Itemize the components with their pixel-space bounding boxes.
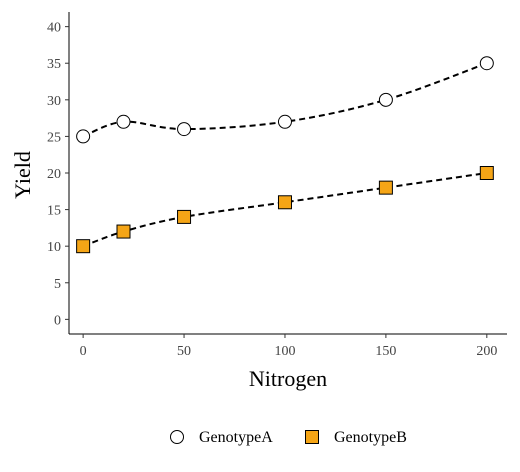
genotypea-point bbox=[76, 129, 91, 144]
genotypea-point bbox=[177, 122, 192, 137]
x-tick-label: 0 bbox=[80, 344, 87, 359]
genotypeb-point bbox=[479, 166, 494, 180]
y-tick-label: 15 bbox=[47, 204, 61, 219]
legend-genotypeb-symbol bbox=[305, 430, 319, 444]
genotypeb-point bbox=[177, 209, 192, 224]
genotypea-point bbox=[116, 114, 131, 129]
legend-genotypeb-label: GenotypeB bbox=[334, 429, 407, 446]
y-tick-label: 25 bbox=[47, 130, 61, 145]
legend-genotypea-symbol bbox=[170, 430, 184, 444]
x-tick-label: 50 bbox=[177, 344, 191, 359]
axes: 0 5 10 15 20 25 30 35 40 0 50 100 150 200 bbox=[47, 12, 507, 359]
x-tick-label: 100 bbox=[274, 344, 295, 359]
plot-area bbox=[76, 56, 494, 254]
genotypeb-point bbox=[277, 195, 292, 210]
genotypea-point bbox=[277, 114, 292, 129]
y-tick-label: 40 bbox=[47, 21, 61, 36]
y-tick-label: 10 bbox=[47, 240, 61, 255]
legend: GenotypeA GenotypeB bbox=[170, 429, 407, 446]
y-tick-label: 5 bbox=[54, 277, 61, 292]
genotypeb-line bbox=[82, 172, 487, 248]
genotypea-point bbox=[479, 56, 494, 71]
genotypeb-point bbox=[116, 224, 131, 239]
y-tick-label: 35 bbox=[47, 57, 61, 72]
y-tick-label: 0 bbox=[54, 313, 61, 328]
genotypeb-point bbox=[76, 239, 91, 254]
genotypea-point bbox=[378, 92, 393, 107]
legend-genotypea-label: GenotypeA bbox=[199, 429, 273, 446]
y-tick-label: 20 bbox=[47, 167, 61, 182]
x-axis-title: Nitrogen bbox=[249, 366, 327, 391]
x-tick-label: 150 bbox=[375, 344, 396, 359]
genotypeb-point bbox=[378, 180, 393, 195]
y-axis-title: Yield bbox=[10, 151, 35, 199]
y-tick-label: 30 bbox=[47, 94, 61, 109]
x-tick-label: 200 bbox=[476, 344, 497, 359]
